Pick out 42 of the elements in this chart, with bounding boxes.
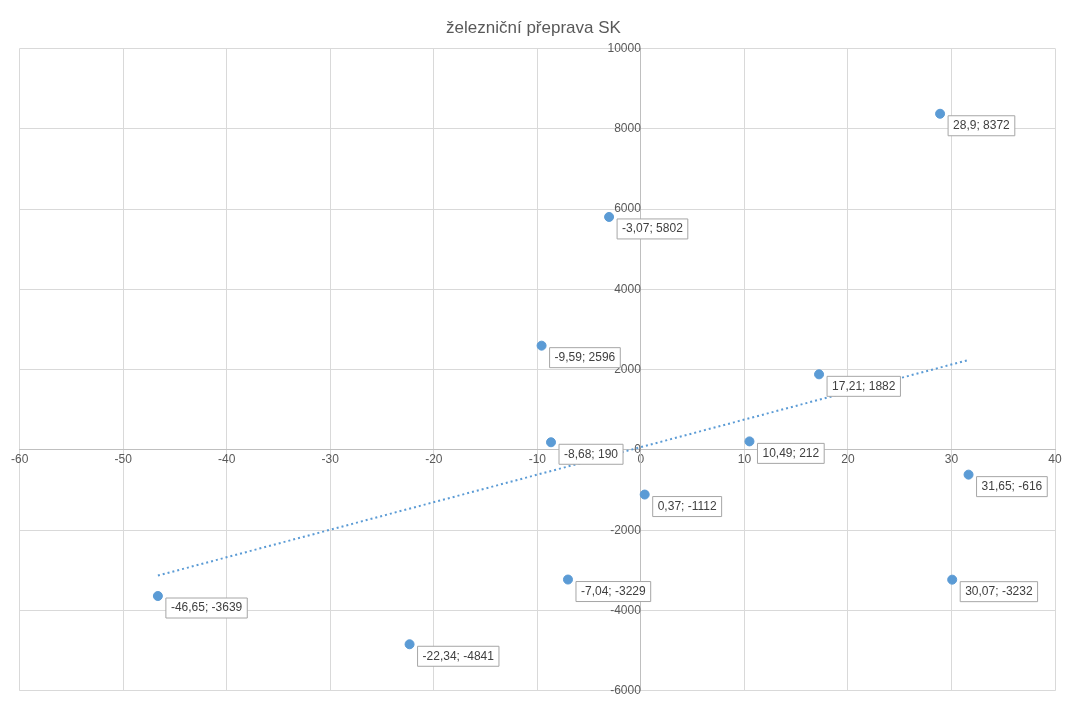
x-tick-label: -10	[528, 452, 547, 467]
chart-title: železniční přeprava SK	[446, 17, 622, 37]
point	[604, 211, 615, 222]
y-tick-label: -2000	[610, 522, 642, 537]
point	[963, 469, 974, 480]
point	[546, 437, 556, 448]
data-label: 30,07; -3232	[965, 583, 1033, 598]
data-label: -7,04; -3229	[580, 583, 647, 598]
x-tick-label: -30	[321, 452, 340, 467]
y-tick-label: -6000	[610, 683, 642, 698]
x-tick-label: -20	[425, 452, 443, 467]
x-tick-label: 20	[841, 452, 855, 467]
x-tick-label: 10	[737, 452, 752, 467]
y-tick-label: 4000	[614, 281, 642, 296]
point	[562, 574, 573, 585]
x-tick-label: -50	[114, 452, 133, 467]
x-tick-label: 40	[1048, 452, 1062, 467]
y-tick-label: 6000	[614, 201, 642, 216]
point	[639, 489, 650, 500]
data-label: -3,07; 5802	[622, 221, 684, 236]
x-tick-label: -60	[11, 452, 29, 467]
point	[152, 591, 163, 602]
y-tick-label: 8000	[614, 121, 642, 136]
y-tick-label: -4000	[610, 602, 642, 617]
x-tick-label: 30	[944, 452, 959, 467]
data-label: 28,9; 8372	[953, 118, 1011, 133]
data-label: 31,65; -616	[981, 478, 1043, 493]
point	[536, 340, 547, 351]
point	[935, 108, 946, 119]
point	[814, 369, 825, 380]
data-label: -22,34; -4841	[422, 648, 495, 663]
data-label: -9,59; 2596	[554, 349, 616, 364]
data-label: -8,68; 190	[564, 446, 619, 461]
point	[947, 574, 958, 585]
data-label: 0,37; -1112	[657, 498, 717, 513]
x-tick-label: -40	[218, 452, 236, 467]
y-tick-label: 10000	[607, 40, 642, 55]
data-label: 10,49; 212	[762, 445, 820, 460]
point	[404, 639, 415, 650]
point	[744, 436, 755, 447]
data-label: 17,21; 1882	[832, 378, 896, 393]
data-label: -46,65; -3639	[170, 600, 243, 615]
